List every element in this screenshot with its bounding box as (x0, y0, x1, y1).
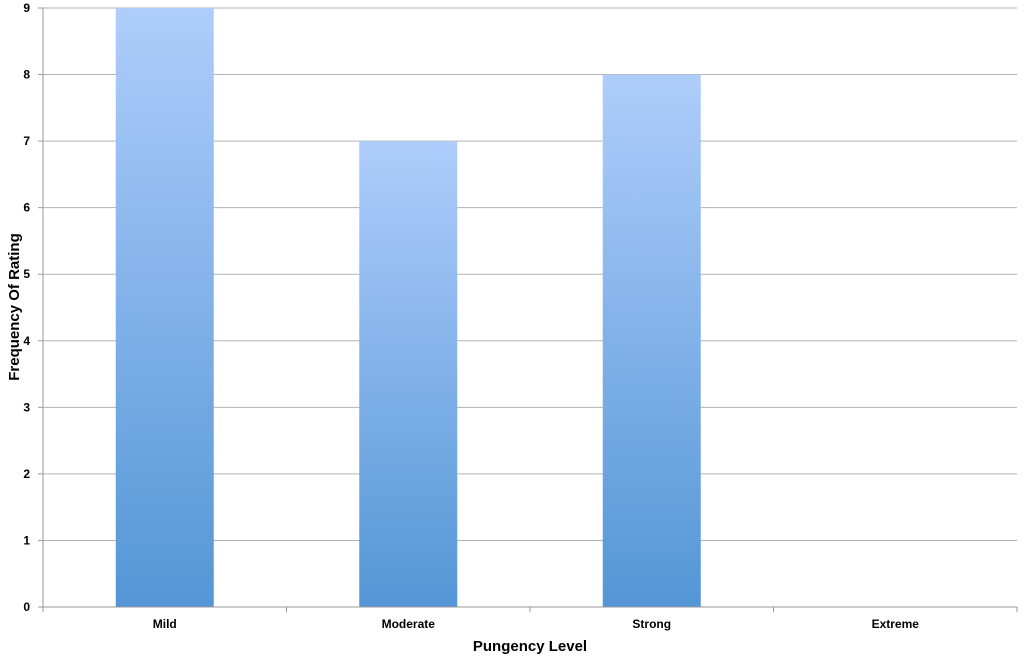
x-tick-label: Extreme (872, 617, 920, 631)
y-tick-label: 0 (23, 600, 30, 614)
y-tick-label: 4 (23, 334, 30, 348)
axes (38, 7, 1018, 612)
x-tick-label: Strong (632, 617, 671, 631)
y-tick-label: 1 (23, 533, 30, 547)
y-axis-title: Frequency Of Rating (6, 233, 23, 381)
tick-labels: 0 1 2 3 4 5 6 7 8 9 Mild Moderate Strong Extreme (23, 1, 919, 631)
y-tick-label: 7 (23, 134, 30, 148)
x-tick-label: Moderate (382, 617, 436, 631)
bar-strong (602, 74, 701, 608)
y-tick-label: 6 (23, 201, 30, 215)
x-tick-label: Mild (153, 617, 177, 631)
bar-mild (115, 8, 214, 607)
y-tick-label: 3 (23, 400, 30, 414)
y-tick-label: 5 (23, 267, 30, 281)
y-tick-label: 9 (23, 1, 30, 15)
bar-moderate (359, 141, 458, 607)
x-axis-title: Pungency Level (473, 638, 587, 655)
y-tick-label: 8 (23, 68, 30, 82)
y-tick-label: 2 (23, 467, 30, 481)
bars (115, 8, 701, 608)
